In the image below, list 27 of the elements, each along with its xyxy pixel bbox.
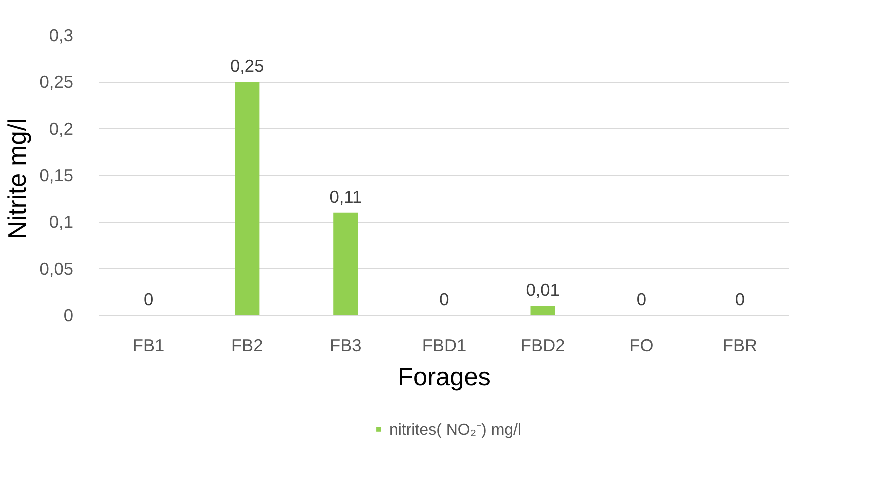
data-label: 0,25 [230,56,264,76]
data-label: 0 [440,290,450,310]
y-tick-label: 0,05 [40,258,74,279]
y-tick-label: 0,2 [49,118,74,139]
data-label: 0 [636,290,646,310]
y-tick-label: 0,1 [49,212,74,232]
y-tick-label: 0 [64,306,74,326]
x-tick-label: FB3 [330,336,362,356]
x-tick-label: FBR [722,336,758,356]
bar [235,82,260,316]
x-tick-label: FO [630,336,654,356]
data-label: 0,11 [330,186,362,207]
y-tick-label: 0,3 [49,26,74,46]
data-label: 0,01 [526,280,560,300]
x-tick-label: FB1 [132,336,165,356]
x-tick-label: FB2 [231,336,264,356]
data-label: 0 [735,290,746,310]
y-tick-label: 0,15 [40,166,74,186]
x-tick-label: FBD2 [520,336,566,356]
bar [530,306,556,316]
y-axis-title: Nitrite mg/l [4,118,32,240]
legend-label: nitrites( NO₂⁻) mg/l [389,421,522,440]
bar [334,212,358,316]
x-axis-title: Forages [398,364,491,392]
data-label: 0 [144,290,154,310]
x-tick-label: FBD1 [422,336,467,356]
y-tick-label: 0,25 [40,72,74,92]
